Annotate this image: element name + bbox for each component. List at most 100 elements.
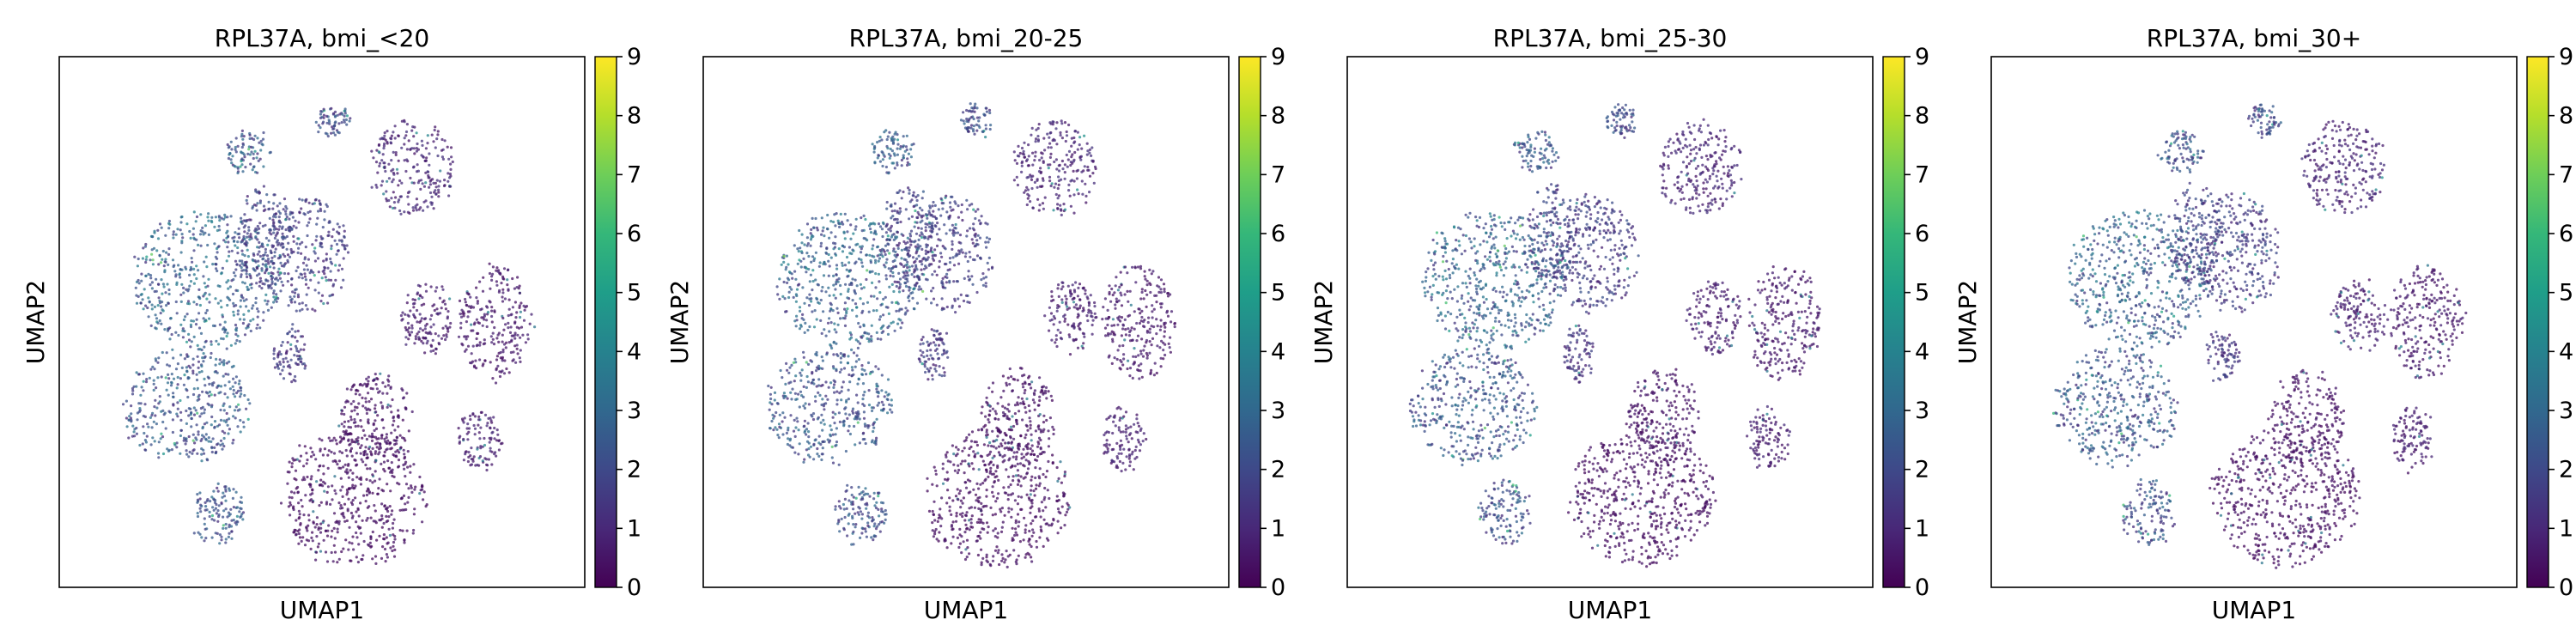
- umap-point: [951, 208, 955, 211]
- umap-point: [357, 402, 361, 405]
- umap-point: [331, 560, 335, 563]
- umap-point: [334, 439, 337, 442]
- umap-point: [284, 356, 288, 360]
- umap-point: [805, 252, 809, 255]
- umap-point: [239, 507, 242, 510]
- umap-point: [205, 308, 209, 313]
- umap-point: [1123, 338, 1127, 342]
- umap-point: [197, 326, 202, 330]
- umap-point: [266, 258, 270, 261]
- umap-point: [270, 280, 274, 283]
- umap-point: [347, 548, 350, 551]
- umap-point: [466, 335, 470, 338]
- umap-point: [862, 236, 866, 240]
- umap-point: [434, 146, 437, 149]
- umap-point: [471, 459, 475, 463]
- umap-point: [514, 316, 518, 319]
- umap-point: [296, 293, 300, 296]
- umap-point: [887, 228, 890, 231]
- umap-point: [895, 255, 898, 258]
- umap-point: [805, 428, 809, 431]
- umap-point: [1163, 288, 1166, 291]
- umap-point: [436, 130, 440, 133]
- umap-point: [788, 285, 792, 289]
- umap-point: [1047, 167, 1050, 170]
- umap-point: [401, 388, 404, 392]
- umap-point: [806, 453, 811, 457]
- umap-point: [210, 518, 214, 521]
- umap-point: [815, 226, 819, 229]
- umap-point: [385, 520, 388, 524]
- umap-point: [234, 405, 238, 409]
- umap-point: [367, 422, 370, 425]
- umap-point: [289, 513, 292, 517]
- umap-point: [387, 198, 391, 203]
- umap-point: [885, 238, 889, 241]
- umap-point: [847, 429, 850, 433]
- umap-point: [320, 110, 324, 113]
- umap-point: [227, 287, 230, 290]
- umap-point: [347, 487, 351, 491]
- umap-point: [396, 449, 399, 453]
- umap-point: [349, 415, 353, 419]
- umap-point: [930, 213, 933, 216]
- umap-point: [811, 216, 814, 220]
- umap-point: [141, 257, 144, 260]
- umap-point: [155, 406, 159, 410]
- umap-point: [270, 306, 273, 309]
- umap-point: [194, 220, 197, 223]
- umap-point: [913, 307, 916, 311]
- umap-point: [1137, 307, 1140, 311]
- umap-point: [349, 426, 353, 429]
- umap-point: [821, 367, 824, 370]
- umap-point: [811, 289, 814, 292]
- umap-point: [282, 365, 285, 368]
- umap-point: [344, 448, 348, 453]
- umap-point: [914, 259, 917, 263]
- umap-point: [311, 307, 314, 311]
- umap-point: [920, 219, 924, 222]
- umap-point: [787, 270, 792, 274]
- umap-point: [1073, 130, 1077, 133]
- umap-point: [489, 335, 493, 338]
- umap-point: [418, 492, 422, 495]
- umap-point: [334, 114, 337, 118]
- umap-point: [794, 277, 798, 281]
- umap-point: [227, 279, 230, 283]
- umap-point: [153, 229, 156, 233]
- umap-point: [392, 416, 395, 420]
- umap-point: [873, 222, 877, 226]
- umap-point: [1167, 342, 1170, 345]
- umap-point: [224, 373, 228, 376]
- umap-point: [211, 437, 215, 440]
- umap-point: [838, 420, 842, 423]
- umap-point: [968, 251, 971, 254]
- umap-point: [471, 458, 475, 461]
- umap-point: [217, 423, 222, 427]
- umap-point: [972, 208, 975, 211]
- umap-point: [131, 392, 135, 396]
- umap-point: [378, 477, 381, 481]
- umap-point: [226, 515, 229, 519]
- umap-point: [199, 510, 203, 513]
- umap-point: [298, 309, 301, 313]
- umap-point: [203, 422, 206, 426]
- umap-point: [370, 185, 374, 189]
- umap-point: [237, 382, 240, 386]
- umap-point: [207, 376, 210, 380]
- umap-point: [485, 319, 489, 322]
- umap-point: [423, 337, 427, 340]
- umap-point: [770, 403, 774, 406]
- umap-point: [197, 269, 200, 272]
- umap-point: [441, 157, 446, 161]
- umap-point: [357, 543, 361, 546]
- umap-point: [905, 270, 909, 275]
- umap-point: [773, 391, 777, 394]
- umap-point: [297, 501, 301, 505]
- umap-point: [296, 362, 300, 367]
- umap-point: [334, 492, 337, 495]
- umap-point: [1106, 308, 1109, 312]
- umap-point: [828, 440, 831, 444]
- umap-point: [318, 465, 321, 468]
- umap-point: [1069, 179, 1072, 183]
